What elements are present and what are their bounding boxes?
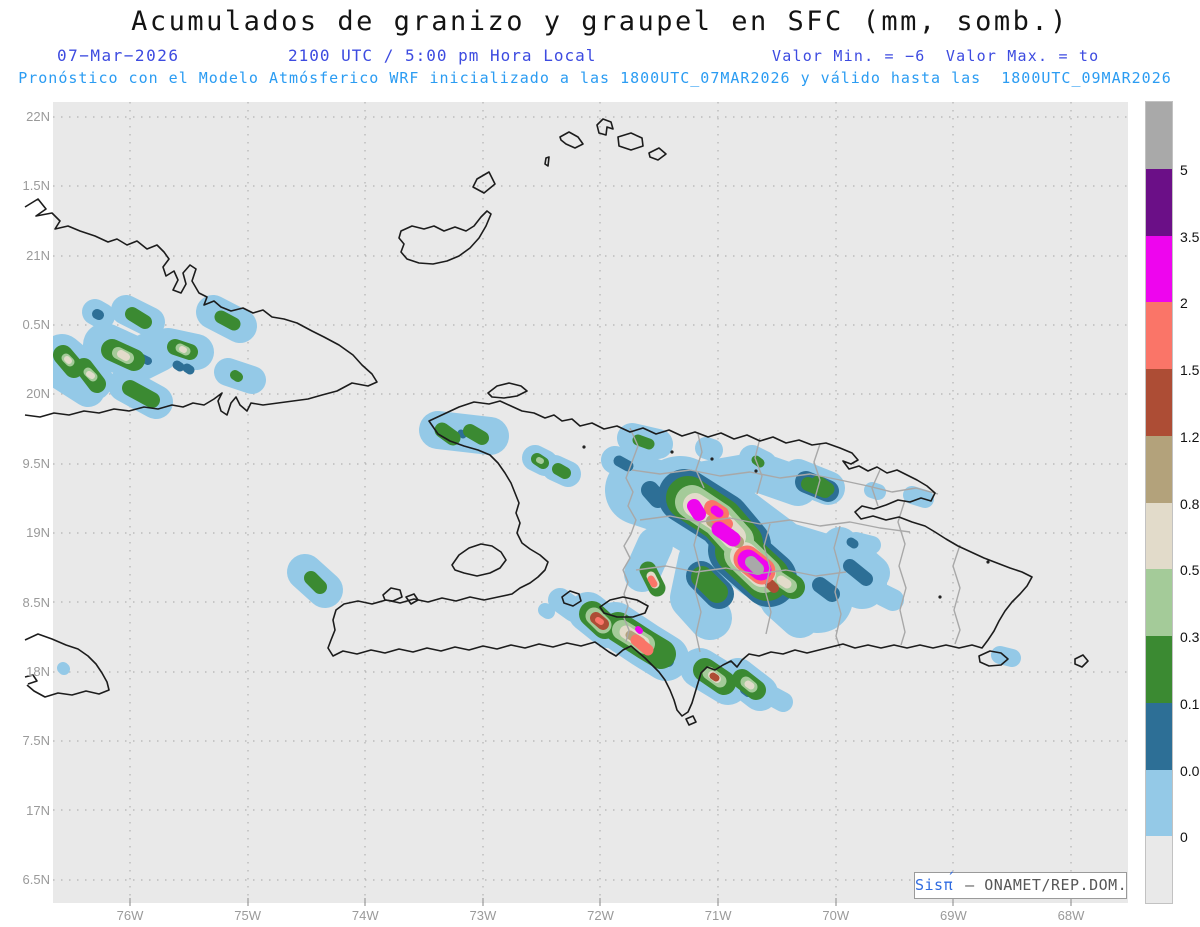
colorbar-level-label: 0.05 [1180,762,1200,779]
colorbar-segment [1146,769,1172,837]
y-tick-label: 19N [26,525,50,541]
map-point-markers [582,445,990,599]
admin-borders [622,427,961,653]
colorbar-segment [1146,702,1172,770]
coastlines [24,118,1089,726]
colorbar-segment [1146,102,1172,169]
branding-box: Sisπ´ – ONAMET/REP.DOM. [914,870,1128,899]
y-tick-label: 8.5N [22,594,50,610]
x-tick-label: 74W [351,908,379,923]
y-tick-label: 9.5N [22,455,50,471]
colorbar-level-label: 0 [1180,829,1188,846]
colorbar-level-label: 1.2 [1180,428,1200,445]
colorbar-level-label: 0.5 [1180,562,1200,579]
axis-ticks [129,898,1072,906]
colorbar-level-label: 1.5 [1180,362,1200,378]
y-tick-label: 22N [26,109,50,124]
colorbar [1145,101,1173,904]
colorbar-level-label: 0.3 [1180,629,1200,645]
colorbar-level-label: 3.5 [1180,228,1200,245]
x-tick-label: 69W [940,908,967,923]
little-inagua [472,171,496,194]
branding-source: – ONAMET/REP.DOM. [955,876,1128,894]
forecast-valid-time: 2100 UTC / 5:00 pm Hora Local [288,46,597,65]
branding-system: Sisπ [915,876,954,894]
etang-saumatre [561,590,582,607]
y-tick-label: 0.5N [22,317,50,333]
colorbar-level-label: 0.8 [1180,495,1200,512]
x-tick-label: 75W [234,908,261,923]
value-min-max: Valor Min. = −6 Valor Max. = to [772,47,1100,65]
great-inagua [398,210,492,265]
lake-enriquillo [599,596,649,618]
x-tick-label: 76W [116,908,144,923]
gonave-island [451,543,507,577]
colorbar-segment [1146,569,1172,636]
hispaniola-coastline [327,400,1033,717]
x-tick-label: 70W [822,908,850,923]
y-tick-label: 21N [26,247,50,263]
colorbar-segment [1146,435,1172,503]
cuba-coastline [24,198,378,418]
x-tick-label: 68W [1057,908,1085,923]
colorbar-segment [1146,235,1172,303]
y-tick-label: 18N [26,663,50,679]
map-background [53,102,1128,903]
figure-title: Acumulados de granizo y graupel en SFC (… [131,6,1069,37]
colorbar-level-label: 5 [1180,161,1188,178]
y-tick-label: 17N [26,802,50,818]
colorbar-level-label: 2 [1180,295,1188,312]
y-tick-label: 7.5N [22,733,50,749]
colorbar-segment [1146,836,1172,903]
y-tick-label: 6.5N [22,871,50,887]
model-init-line: Pronóstico con el Modelo Atmósferico WRF… [18,69,1172,87]
y-tick-label: 20N [26,386,50,402]
colorbar-segment [1146,369,1172,436]
colorbar-segment [1146,168,1172,236]
x-tick-label: 71W [704,908,732,923]
colorbar-segment [1146,502,1172,570]
forecast-date: 07−Mar−2026 [57,46,180,65]
colorbar-segment [1146,636,1172,703]
jamaica-coastline [24,633,110,698]
x-tick-label: 73W [469,908,497,923]
colorbar-segment [1146,302,1172,369]
branding-accent: ´ [946,870,956,888]
x-tick-label: 72W [587,908,614,923]
jamaica-hook [24,674,38,685]
colorbar-level-label: 0.1 [1180,695,1200,712]
tortuga-island [487,382,528,399]
y-tick-label: 1.5N [22,178,50,194]
